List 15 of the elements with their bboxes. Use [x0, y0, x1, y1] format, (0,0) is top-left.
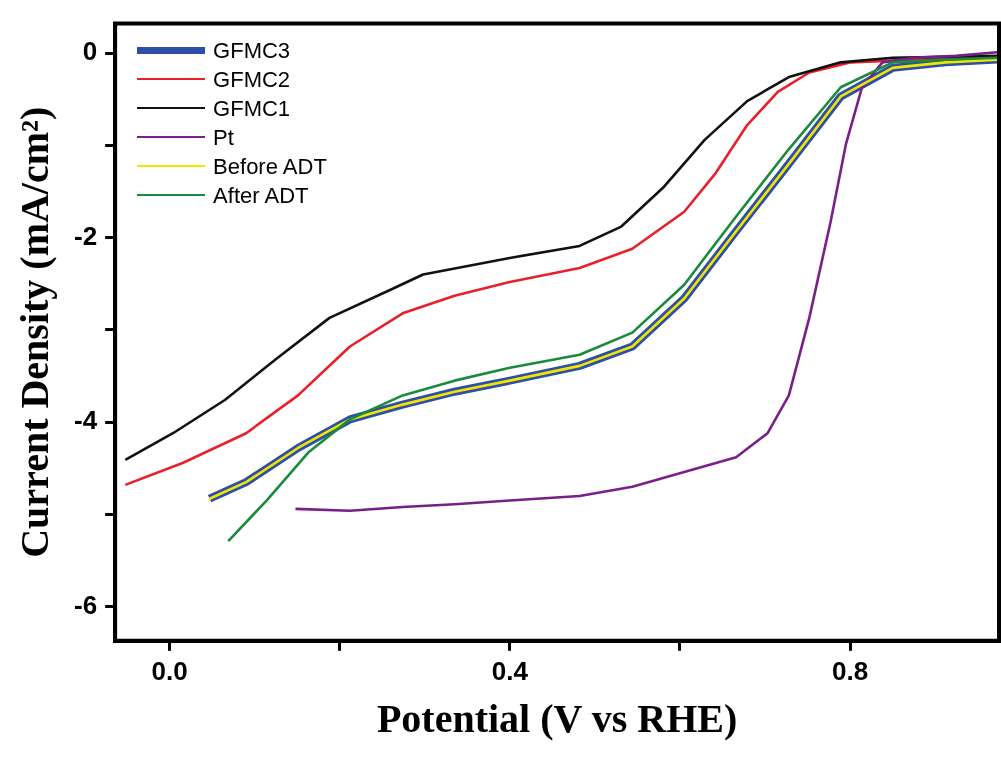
legend-label: GFMC3 [213, 36, 291, 65]
legend-label: After ADT [213, 181, 309, 210]
y-axis-title: Current Density (mA/cm²) [12, 106, 58, 558]
x-tick-label: 0.4 [491, 655, 529, 686]
x-tick-label: 0.0 [151, 655, 188, 686]
y-tick-label: -2 [73, 220, 98, 251]
legend-label: GFMC2 [213, 65, 291, 94]
legend-label: Before ADT [213, 152, 327, 181]
legend-label: Pt [213, 123, 234, 152]
x-tick-label: 0.8 [832, 655, 869, 686]
y-tick-label: -6 [73, 589, 98, 620]
y-tick-label: -4 [73, 405, 98, 436]
legend-label: GFMC1 [213, 94, 291, 123]
x-axis-title: Potential (V vs RHE) [376, 696, 738, 742]
y-tick-label: 0 [82, 36, 98, 67]
